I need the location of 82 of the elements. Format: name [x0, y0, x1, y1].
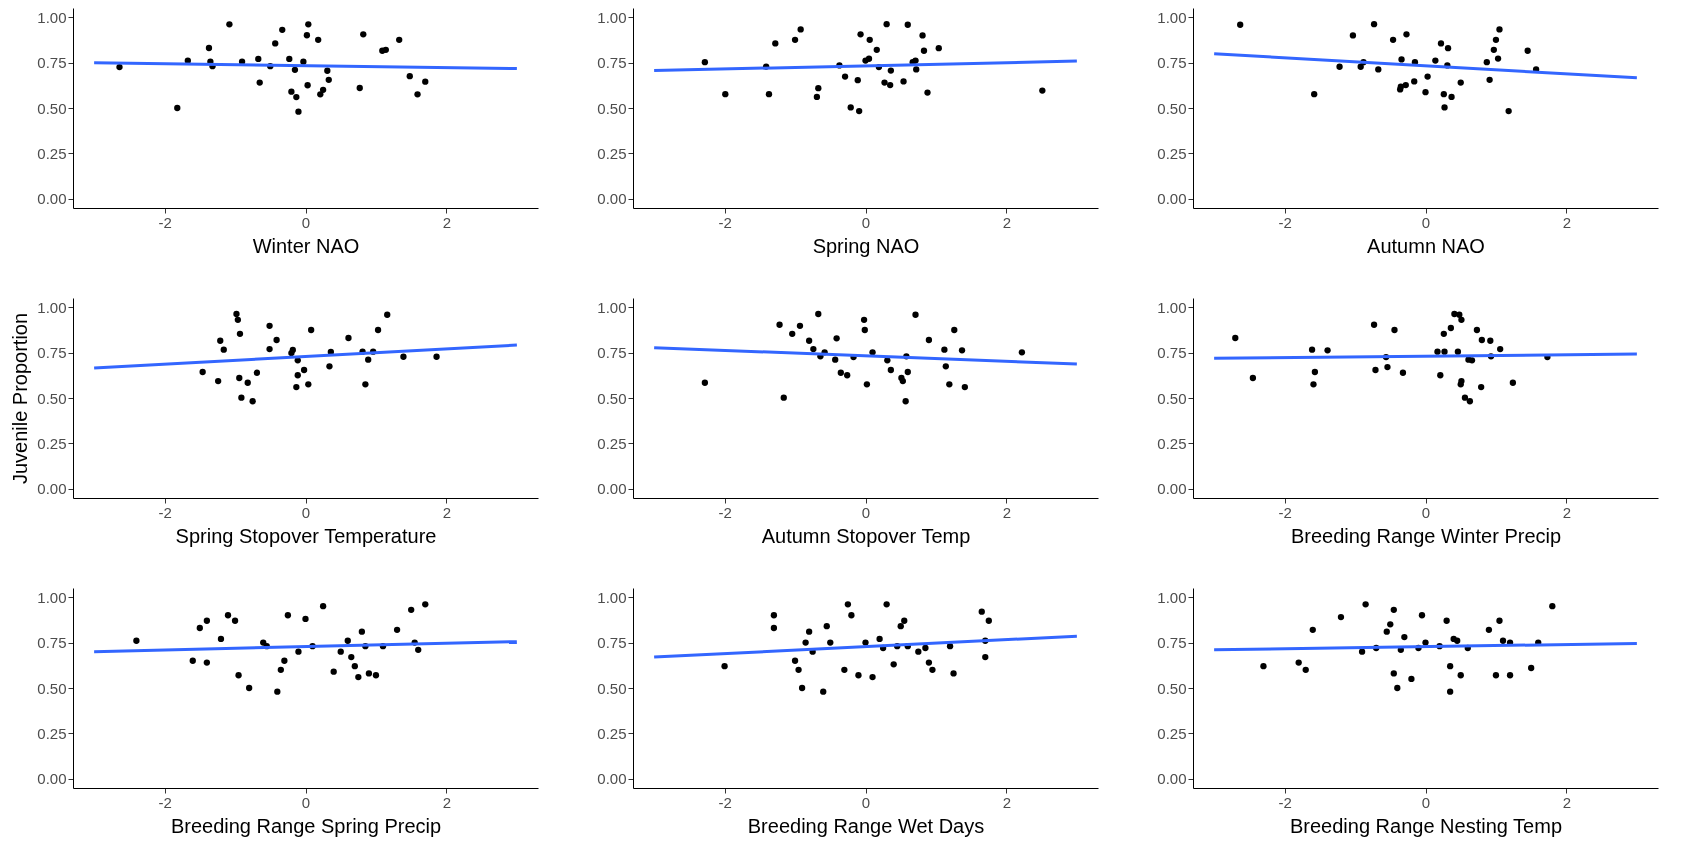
- y-tick-label: 1.00: [1157, 8, 1187, 26]
- y-tick-label: 0.00: [37, 770, 67, 788]
- y-tick-label: 0.50: [597, 99, 627, 117]
- y-tick-label: 1.00: [37, 8, 67, 26]
- y-tick-label: 0.75: [37, 634, 67, 652]
- y-tick-label: 0.50: [37, 679, 67, 697]
- x-tick-label: -2: [158, 213, 172, 231]
- y-tick-label: 0.00: [1157, 480, 1187, 498]
- x-tick-label: 0: [1421, 213, 1431, 231]
- y-tick-label: 0.25: [1157, 724, 1187, 742]
- y-tick-label: 0.25: [37, 144, 67, 162]
- y-tick-label: 0.00: [1157, 190, 1187, 208]
- x-tick-label: 2: [1562, 213, 1572, 231]
- x-tick-label: -2: [158, 793, 172, 811]
- x-tick-label: 2: [1002, 793, 1012, 811]
- y-tick-label: 1.00: [597, 8, 627, 26]
- y-tick-label: 0.50: [1157, 389, 1187, 407]
- x-axis-title: Breeding Range Nesting Temp: [1289, 814, 1563, 837]
- x-tick-label: 0: [1421, 793, 1431, 811]
- y-tick-label: 0.00: [1157, 770, 1187, 788]
- x-tick-label: -2: [1278, 793, 1292, 811]
- y-tick-label: 0.50: [1157, 679, 1187, 697]
- x-tick-label: -2: [158, 503, 172, 521]
- x-tick-label: 2: [442, 213, 452, 231]
- x-tick-label: 0: [1421, 503, 1431, 521]
- y-tick-label: 0.50: [37, 389, 67, 407]
- y-tick-label: 1.00: [1157, 298, 1187, 316]
- x-tick-label: -2: [718, 213, 732, 231]
- x-tick-label: 0: [861, 213, 871, 231]
- y-tick-label: 0.25: [1157, 144, 1187, 162]
- x-tick-label: -2: [1278, 503, 1292, 521]
- x-tick-label: 2: [1562, 793, 1572, 811]
- y-tick-label: 0.50: [37, 99, 67, 117]
- x-axis-title: Breeding Range Winter Precip: [1290, 524, 1562, 547]
- x-tick-label: -2: [718, 503, 732, 521]
- y-tick-label: 0.25: [1157, 434, 1187, 452]
- x-tick-label: 0: [301, 213, 311, 231]
- y-tick-label: 0.75: [37, 344, 67, 362]
- x-axis-title: Breeding Range Spring Precip: [170, 814, 442, 837]
- x-axis-title: Spring NAO: [812, 234, 920, 257]
- x-tick-label: 2: [1562, 503, 1572, 521]
- y-tick-label: 0.25: [597, 434, 627, 452]
- x-axis-title: Autumn NAO: [1367, 234, 1485, 257]
- y-tick-label: 0.75: [597, 344, 627, 362]
- x-tick-label: 0: [861, 503, 871, 521]
- y-tick-label: 0.25: [37, 434, 67, 452]
- y-tick-label: 0.25: [597, 724, 627, 742]
- x-axis-title: Autumn Stopover Temp: [761, 524, 971, 547]
- y-tick-label: 0.75: [597, 634, 627, 652]
- x-tick-label: 2: [1002, 503, 1012, 521]
- y-tick-label: 0.00: [37, 480, 67, 498]
- x-axis-title: Breeding Range Wet Days: [747, 814, 985, 837]
- y-tick-label: 1.00: [37, 588, 67, 606]
- y-tick-label: 1.00: [597, 588, 627, 606]
- y-axis-title: Juvenile Proportion: [9, 312, 32, 485]
- y-tick-label: 0.00: [597, 190, 627, 208]
- y-tick-label: 0.00: [597, 770, 627, 788]
- y-tick-label: 0.00: [597, 480, 627, 498]
- y-tick-label: 0.75: [1157, 634, 1187, 652]
- x-tick-label: 0: [301, 503, 311, 521]
- y-tick-label: 0.50: [597, 679, 627, 697]
- y-tick-label: 1.00: [37, 298, 67, 316]
- x-tick-label: 2: [1002, 213, 1012, 231]
- x-axis-title: Winter NAO: [252, 234, 360, 257]
- y-tick-label: 0.75: [37, 54, 67, 72]
- x-tick-label: 0: [861, 793, 871, 811]
- x-tick-label: -2: [718, 793, 732, 811]
- y-tick-label: 1.00: [1157, 588, 1187, 606]
- y-tick-label: 0.75: [597, 54, 627, 72]
- y-tick-label: 0.25: [597, 144, 627, 162]
- y-tick-label: 1.00: [597, 298, 627, 316]
- y-tick-label: 0.50: [1157, 99, 1187, 117]
- x-axis-title: Spring Stopover Temperature: [175, 524, 437, 547]
- x-tick-label: 2: [442, 793, 452, 811]
- y-tick-label: 0.25: [37, 724, 67, 742]
- y-tick-label: 0.50: [597, 389, 627, 407]
- y-tick-label: 0.75: [1157, 54, 1187, 72]
- x-tick-label: 2: [442, 503, 452, 521]
- x-tick-label: 0: [301, 793, 311, 811]
- x-tick-label: -2: [1278, 213, 1292, 231]
- y-tick-label: 0.00: [37, 190, 67, 208]
- y-tick-label: 0.75: [1157, 344, 1187, 362]
